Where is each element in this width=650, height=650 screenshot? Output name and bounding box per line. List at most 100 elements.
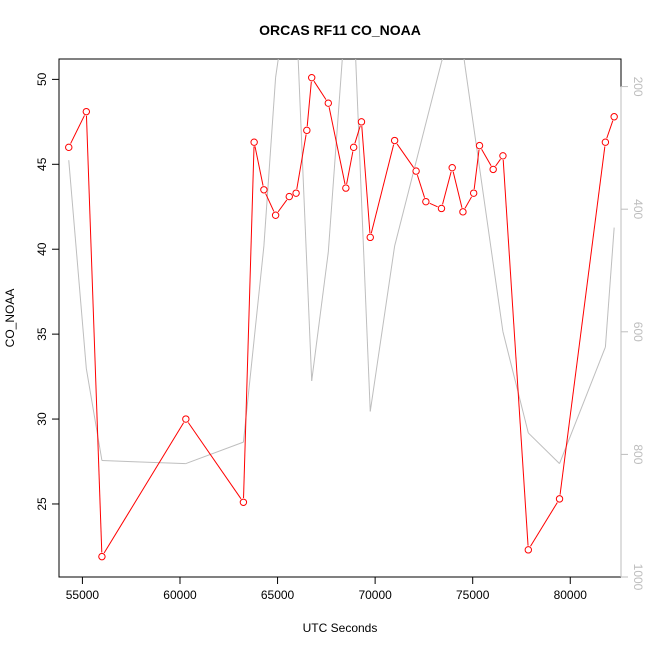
y2-tick-label: 1000 (631, 564, 645, 591)
secondary-line-segment (369, 245, 396, 412)
secondary-line-segment (68, 160, 87, 369)
x-tick-label: 65000 (261, 588, 295, 602)
secondary-line-segment (263, 77, 277, 247)
data-point (437, 204, 446, 213)
primary-line-segment (429, 202, 438, 208)
data-point (65, 143, 73, 152)
data-point (610, 113, 618, 121)
primary-line-segment (296, 134, 307, 190)
primary-line-segment (306, 81, 312, 127)
primary-line-segment (103, 422, 185, 554)
secondary-line-segment (185, 441, 244, 465)
data-point (475, 141, 484, 150)
x-tick-label: 60000 (163, 588, 197, 602)
y-tick-label: 30 (35, 412, 49, 426)
y2-tick-label: 800 (631, 444, 645, 464)
primary-line-segment (313, 80, 327, 100)
data-point (271, 211, 280, 219)
primary-line-segment (502, 159, 529, 546)
primary-line-segment (70, 115, 85, 144)
x-tick-label: 75000 (456, 588, 490, 602)
primary-line-segment (606, 120, 614, 139)
data-point (260, 186, 268, 194)
secondary-line-segment (394, 61, 442, 247)
y-tick-label: 45 (35, 157, 49, 171)
primary-line-segment (265, 193, 275, 212)
secondary-line-segment (85, 368, 103, 461)
data-point (303, 126, 311, 135)
primary-line-segment (530, 502, 558, 547)
primary-line-segment (495, 158, 501, 167)
primary-line-segment (361, 125, 371, 234)
data-point (342, 184, 350, 192)
secondary-line-segment (275, 59, 279, 78)
data-point (555, 495, 564, 503)
primary-line-segment (243, 146, 255, 499)
primary-line-segment (442, 171, 452, 205)
data-point (308, 73, 316, 82)
primary-line-segment (464, 196, 473, 209)
secondary-line-segment (297, 59, 313, 381)
data-point (292, 189, 300, 197)
primary-line-segment (452, 171, 463, 208)
y-axis-title: CO_NOAA (3, 289, 17, 348)
primary-line-segment (481, 149, 492, 167)
data-point (524, 546, 533, 554)
secondary-line-segment (463, 59, 466, 66)
secondary-series (68, 59, 615, 465)
chart-title: ORCAS RF11 CO_NOAA (259, 22, 421, 38)
data-point (448, 163, 456, 172)
primary-line-segment (416, 174, 426, 198)
secondary-line-segment (604, 227, 615, 348)
data-point (489, 165, 497, 174)
data-point (239, 498, 248, 506)
data-point (469, 189, 478, 197)
x-axis-title: UTC Seconds (303, 621, 378, 635)
secondary-line-segment (502, 331, 529, 434)
y-tick-label: 50 (35, 72, 49, 86)
data-point (349, 143, 358, 152)
data-point (499, 152, 507, 160)
y2-tick-label: 200 (631, 77, 645, 97)
data-point (357, 118, 366, 126)
y-tick-label: 35 (35, 327, 49, 341)
secondary-line-segment (527, 432, 560, 464)
primary-line-segment (396, 143, 415, 168)
primary-series (65, 73, 618, 561)
y-tick-label: 25 (35, 497, 49, 511)
primary-line-segment (370, 144, 395, 234)
plot-area: 55000 60000 65000 70000 75000 80000 25 30 35 40 45… (35, 59, 645, 602)
secondary-line-segment (311, 252, 329, 381)
data-point (98, 552, 106, 561)
data-point (366, 233, 374, 242)
secondary-line-segment (464, 65, 504, 332)
data-point (459, 208, 467, 216)
secondary-line-segment (355, 59, 371, 412)
primary-line-segment (354, 125, 361, 144)
x-tick-label: 70000 (358, 588, 392, 602)
x-tick-label: 80000 (554, 588, 588, 602)
primary-line-segment (85, 115, 103, 553)
y2-tick-label: 400 (631, 199, 645, 219)
data-point (182, 415, 190, 423)
data-point (412, 167, 420, 175)
plot-frame (58, 58, 622, 578)
data-point (324, 99, 332, 107)
secondary-line-segment (559, 346, 606, 464)
primary-line-segment (187, 422, 242, 500)
data-point (390, 136, 399, 145)
data-point (285, 192, 293, 201)
secondary-line-segment (440, 59, 443, 63)
primary-line-segment (473, 149, 480, 190)
primary-line-segment (277, 199, 288, 213)
primary-line-segment (254, 146, 264, 186)
data-point (601, 138, 610, 146)
data-point (82, 107, 91, 116)
primary-line-segment (346, 151, 354, 185)
primary-line-segment (559, 146, 606, 495)
y-tick-label: 40 (35, 242, 49, 256)
x-tick-label: 55000 (66, 588, 100, 602)
y2-tick-label: 600 (631, 322, 645, 342)
data-point (250, 138, 258, 146)
